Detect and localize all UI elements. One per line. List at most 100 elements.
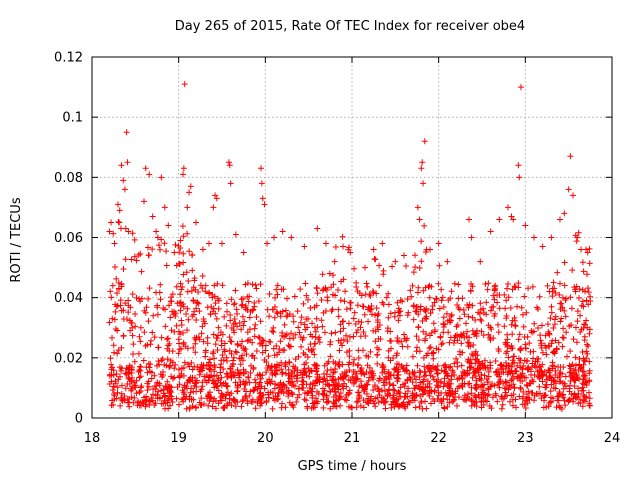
grid-lines (92, 57, 612, 418)
data-point (580, 368, 587, 375)
data-point (234, 388, 241, 395)
data-point (255, 334, 262, 341)
data-point (573, 339, 580, 346)
data-point (145, 252, 152, 259)
data-point (320, 286, 327, 293)
data-point (586, 395, 593, 402)
data-point (442, 361, 449, 368)
data-point (536, 390, 543, 397)
data-point (137, 373, 144, 380)
data-point (278, 286, 285, 293)
data-point (183, 393, 190, 400)
data-point (221, 346, 228, 353)
data-point (560, 334, 567, 341)
data-point (299, 384, 306, 391)
data-point (290, 335, 297, 342)
data-point (264, 240, 271, 247)
data-point (552, 380, 559, 387)
data-point (309, 320, 316, 327)
data-point (268, 367, 275, 374)
data-point (350, 360, 357, 367)
data-point (241, 318, 248, 325)
data-point (562, 402, 569, 409)
data-point (489, 381, 496, 388)
data-point (522, 345, 529, 352)
data-point (294, 378, 301, 385)
data-point (269, 405, 276, 412)
data-point (327, 366, 334, 373)
data-point (385, 301, 392, 308)
data-point (223, 300, 230, 307)
data-point (186, 189, 193, 196)
data-point (176, 401, 183, 408)
data-point (557, 300, 564, 307)
data-point (198, 395, 205, 402)
data-point (110, 367, 117, 374)
data-point (415, 324, 422, 331)
data-point (168, 298, 175, 305)
data-point (459, 295, 466, 302)
data-point (232, 348, 239, 355)
data-point (166, 302, 173, 309)
data-point (155, 344, 162, 351)
data-point (418, 238, 425, 245)
data-point (427, 365, 434, 372)
data-point (581, 333, 588, 340)
data-point (468, 280, 475, 287)
data-point (302, 280, 309, 287)
data-point (335, 382, 342, 389)
data-point (242, 346, 249, 353)
data-point (345, 391, 352, 398)
data-point (242, 302, 249, 309)
data-point (180, 250, 187, 257)
data-point (135, 252, 142, 258)
data-point (480, 305, 487, 312)
data-point (279, 369, 286, 376)
data-point (521, 293, 528, 300)
data-point (420, 354, 427, 361)
data-point (429, 373, 436, 380)
data-point (313, 315, 320, 322)
x-axis-tick-labels: 18 19 20 21 22 23 24 (84, 431, 621, 446)
data-point (416, 264, 423, 271)
data-point (183, 405, 190, 412)
data-point (328, 330, 335, 337)
data-point (112, 263, 119, 270)
data-point (171, 365, 178, 372)
data-point (456, 306, 463, 313)
data-point (288, 390, 295, 397)
data-point (572, 324, 579, 331)
data-point (364, 399, 371, 406)
data-point (115, 201, 121, 208)
data-point (479, 382, 486, 389)
data-point (446, 399, 453, 406)
data-point (311, 351, 318, 358)
data-point (477, 375, 484, 382)
data-point (120, 332, 127, 339)
data-point (459, 380, 466, 387)
data-point (196, 336, 203, 343)
data-point (567, 294, 574, 301)
data-point (552, 289, 559, 296)
data-point (444, 373, 451, 380)
data-point (290, 404, 297, 411)
data-point (563, 329, 570, 336)
data-point (190, 344, 197, 351)
data-point (517, 373, 524, 380)
data-point (556, 280, 563, 287)
data-point (423, 405, 430, 412)
data-point (354, 398, 361, 405)
data-point (399, 343, 406, 350)
data-point (364, 362, 371, 369)
data-point (502, 385, 509, 392)
data-point (214, 280, 221, 287)
data-point (227, 312, 234, 319)
data-point (189, 403, 196, 410)
data-point (578, 302, 585, 309)
data-point (151, 334, 158, 341)
data-point (357, 324, 364, 331)
data-point (136, 295, 142, 302)
data-point (300, 300, 307, 307)
data-point (576, 376, 583, 383)
data-point (374, 319, 381, 326)
